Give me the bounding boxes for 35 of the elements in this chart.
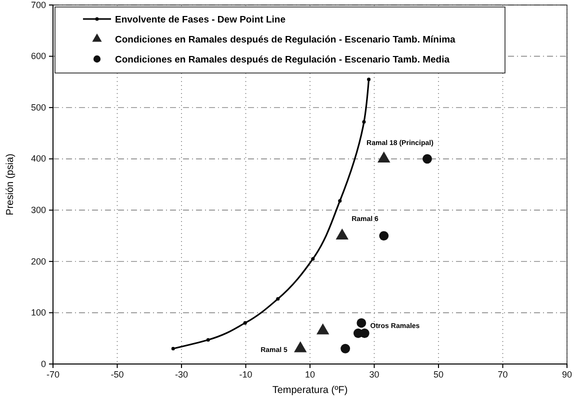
x-tick-label: 90 xyxy=(562,369,572,380)
point xyxy=(422,154,432,164)
point xyxy=(367,78,371,82)
x-tick-label: -10 xyxy=(239,369,252,380)
x-tick-label: -30 xyxy=(174,369,188,380)
x-tick-label: -50 xyxy=(110,369,124,380)
point xyxy=(338,199,342,203)
point xyxy=(276,297,280,301)
x-tick-label: 30 xyxy=(369,369,380,380)
x-tick-label: 50 xyxy=(433,369,444,380)
y-tick-label: 700 xyxy=(30,0,46,10)
x-tick-label: 10 xyxy=(304,369,316,380)
point xyxy=(379,231,389,240)
y-tick-label: 500 xyxy=(30,102,46,112)
legend-label: Condiciones en Ramales después de Regulación - Escenario Tamb. Media xyxy=(115,54,450,66)
y-tick-label: 400 xyxy=(30,154,46,164)
y-tick-label: 300 xyxy=(30,205,46,216)
point xyxy=(171,346,175,350)
point xyxy=(206,338,210,342)
x-tick-label: 70 xyxy=(498,369,508,380)
y-tick-label: 0 xyxy=(40,358,46,369)
y-tick-label: 200 xyxy=(30,256,46,266)
y-tick-label: 100 xyxy=(30,308,46,318)
point xyxy=(362,120,366,124)
point xyxy=(311,257,315,261)
point xyxy=(243,321,247,325)
x-axis-title: Temperatura (ºF) xyxy=(272,385,348,396)
y-axis-title: Presión (psia) xyxy=(5,154,16,216)
legend-label: Condiciones en Ramales después de Regulación - Escenario Tamb. Mínima xyxy=(115,34,456,46)
x-tick-label: -70 xyxy=(46,369,60,380)
legend-label: Envolvente de Fases - Dew Point Line xyxy=(115,14,286,26)
point xyxy=(360,328,370,338)
y-tick-label: 600 xyxy=(30,51,46,62)
point xyxy=(356,318,366,328)
point xyxy=(340,344,350,354)
